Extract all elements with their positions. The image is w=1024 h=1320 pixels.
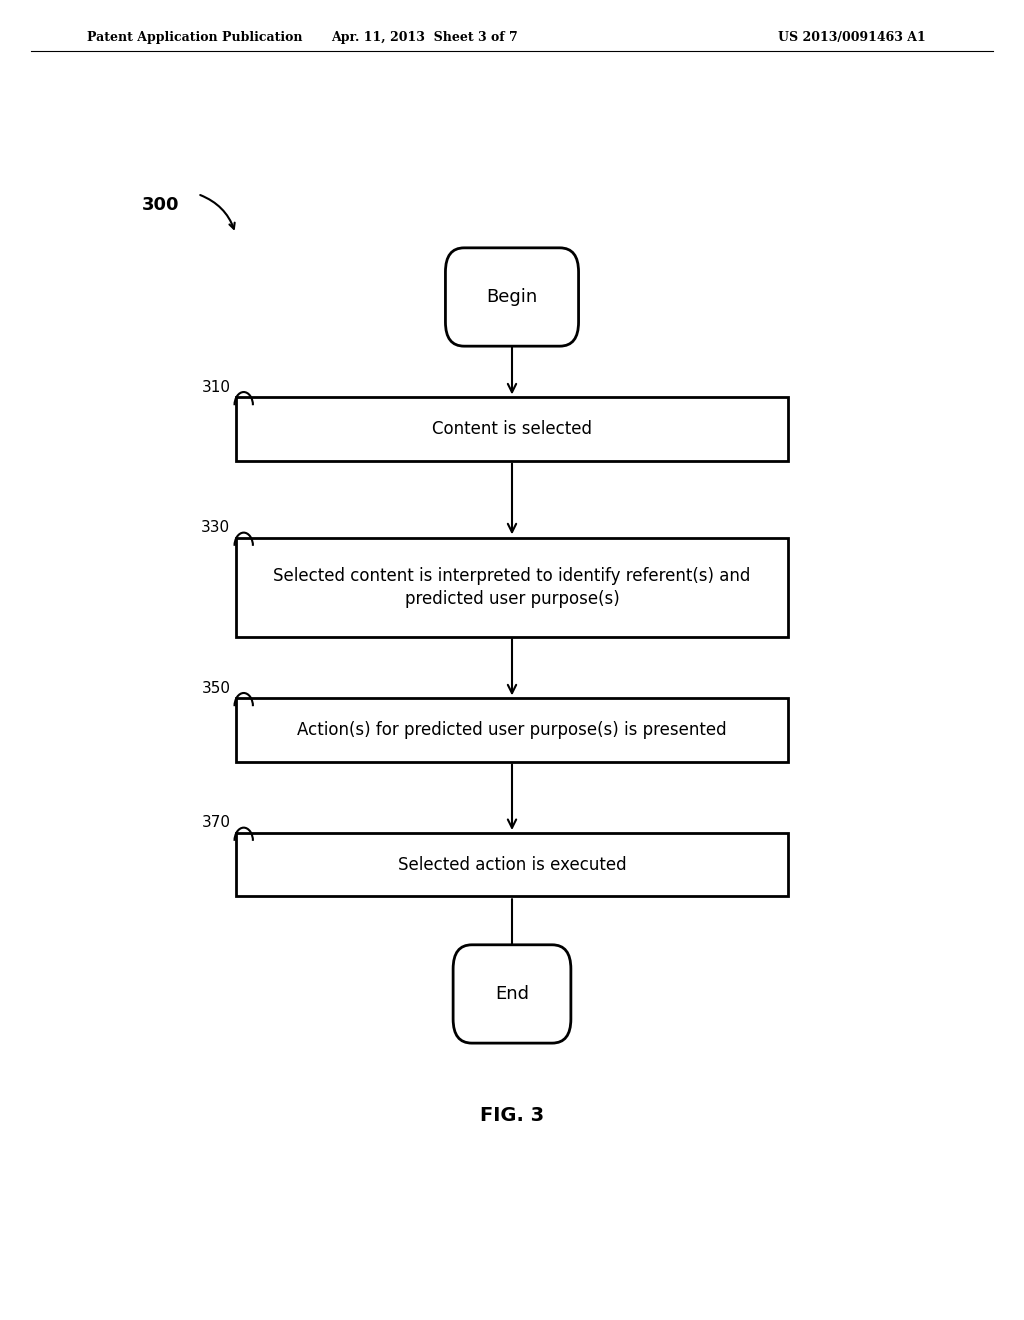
Text: Action(s) for predicted user purpose(s) is presented: Action(s) for predicted user purpose(s) … [297,721,727,739]
Text: 370: 370 [202,816,230,830]
Text: Patent Application Publication: Patent Application Publication [87,32,302,44]
Text: Apr. 11, 2013  Sheet 3 of 7: Apr. 11, 2013 Sheet 3 of 7 [332,32,518,44]
Text: 310: 310 [202,380,230,395]
Bar [236,537,788,636]
Text: US 2013/0091463 A1: US 2013/0091463 A1 [778,32,926,44]
FancyBboxPatch shape [453,945,571,1043]
Text: 350: 350 [202,681,230,696]
Text: 330: 330 [202,520,230,536]
Text: 300: 300 [141,195,179,214]
Text: FIG. 3: FIG. 3 [480,1106,544,1125]
Text: Selected content is interpreted to identify referent(s) and
predicted user purpo: Selected content is interpreted to ident… [273,566,751,609]
Bar [236,397,788,461]
Bar [236,833,788,896]
Bar [236,698,788,762]
Text: Selected action is executed: Selected action is executed [397,855,627,874]
Text: Begin: Begin [486,288,538,306]
FancyBboxPatch shape [445,248,579,346]
Text: End: End [495,985,529,1003]
Text: Content is selected: Content is selected [432,420,592,438]
